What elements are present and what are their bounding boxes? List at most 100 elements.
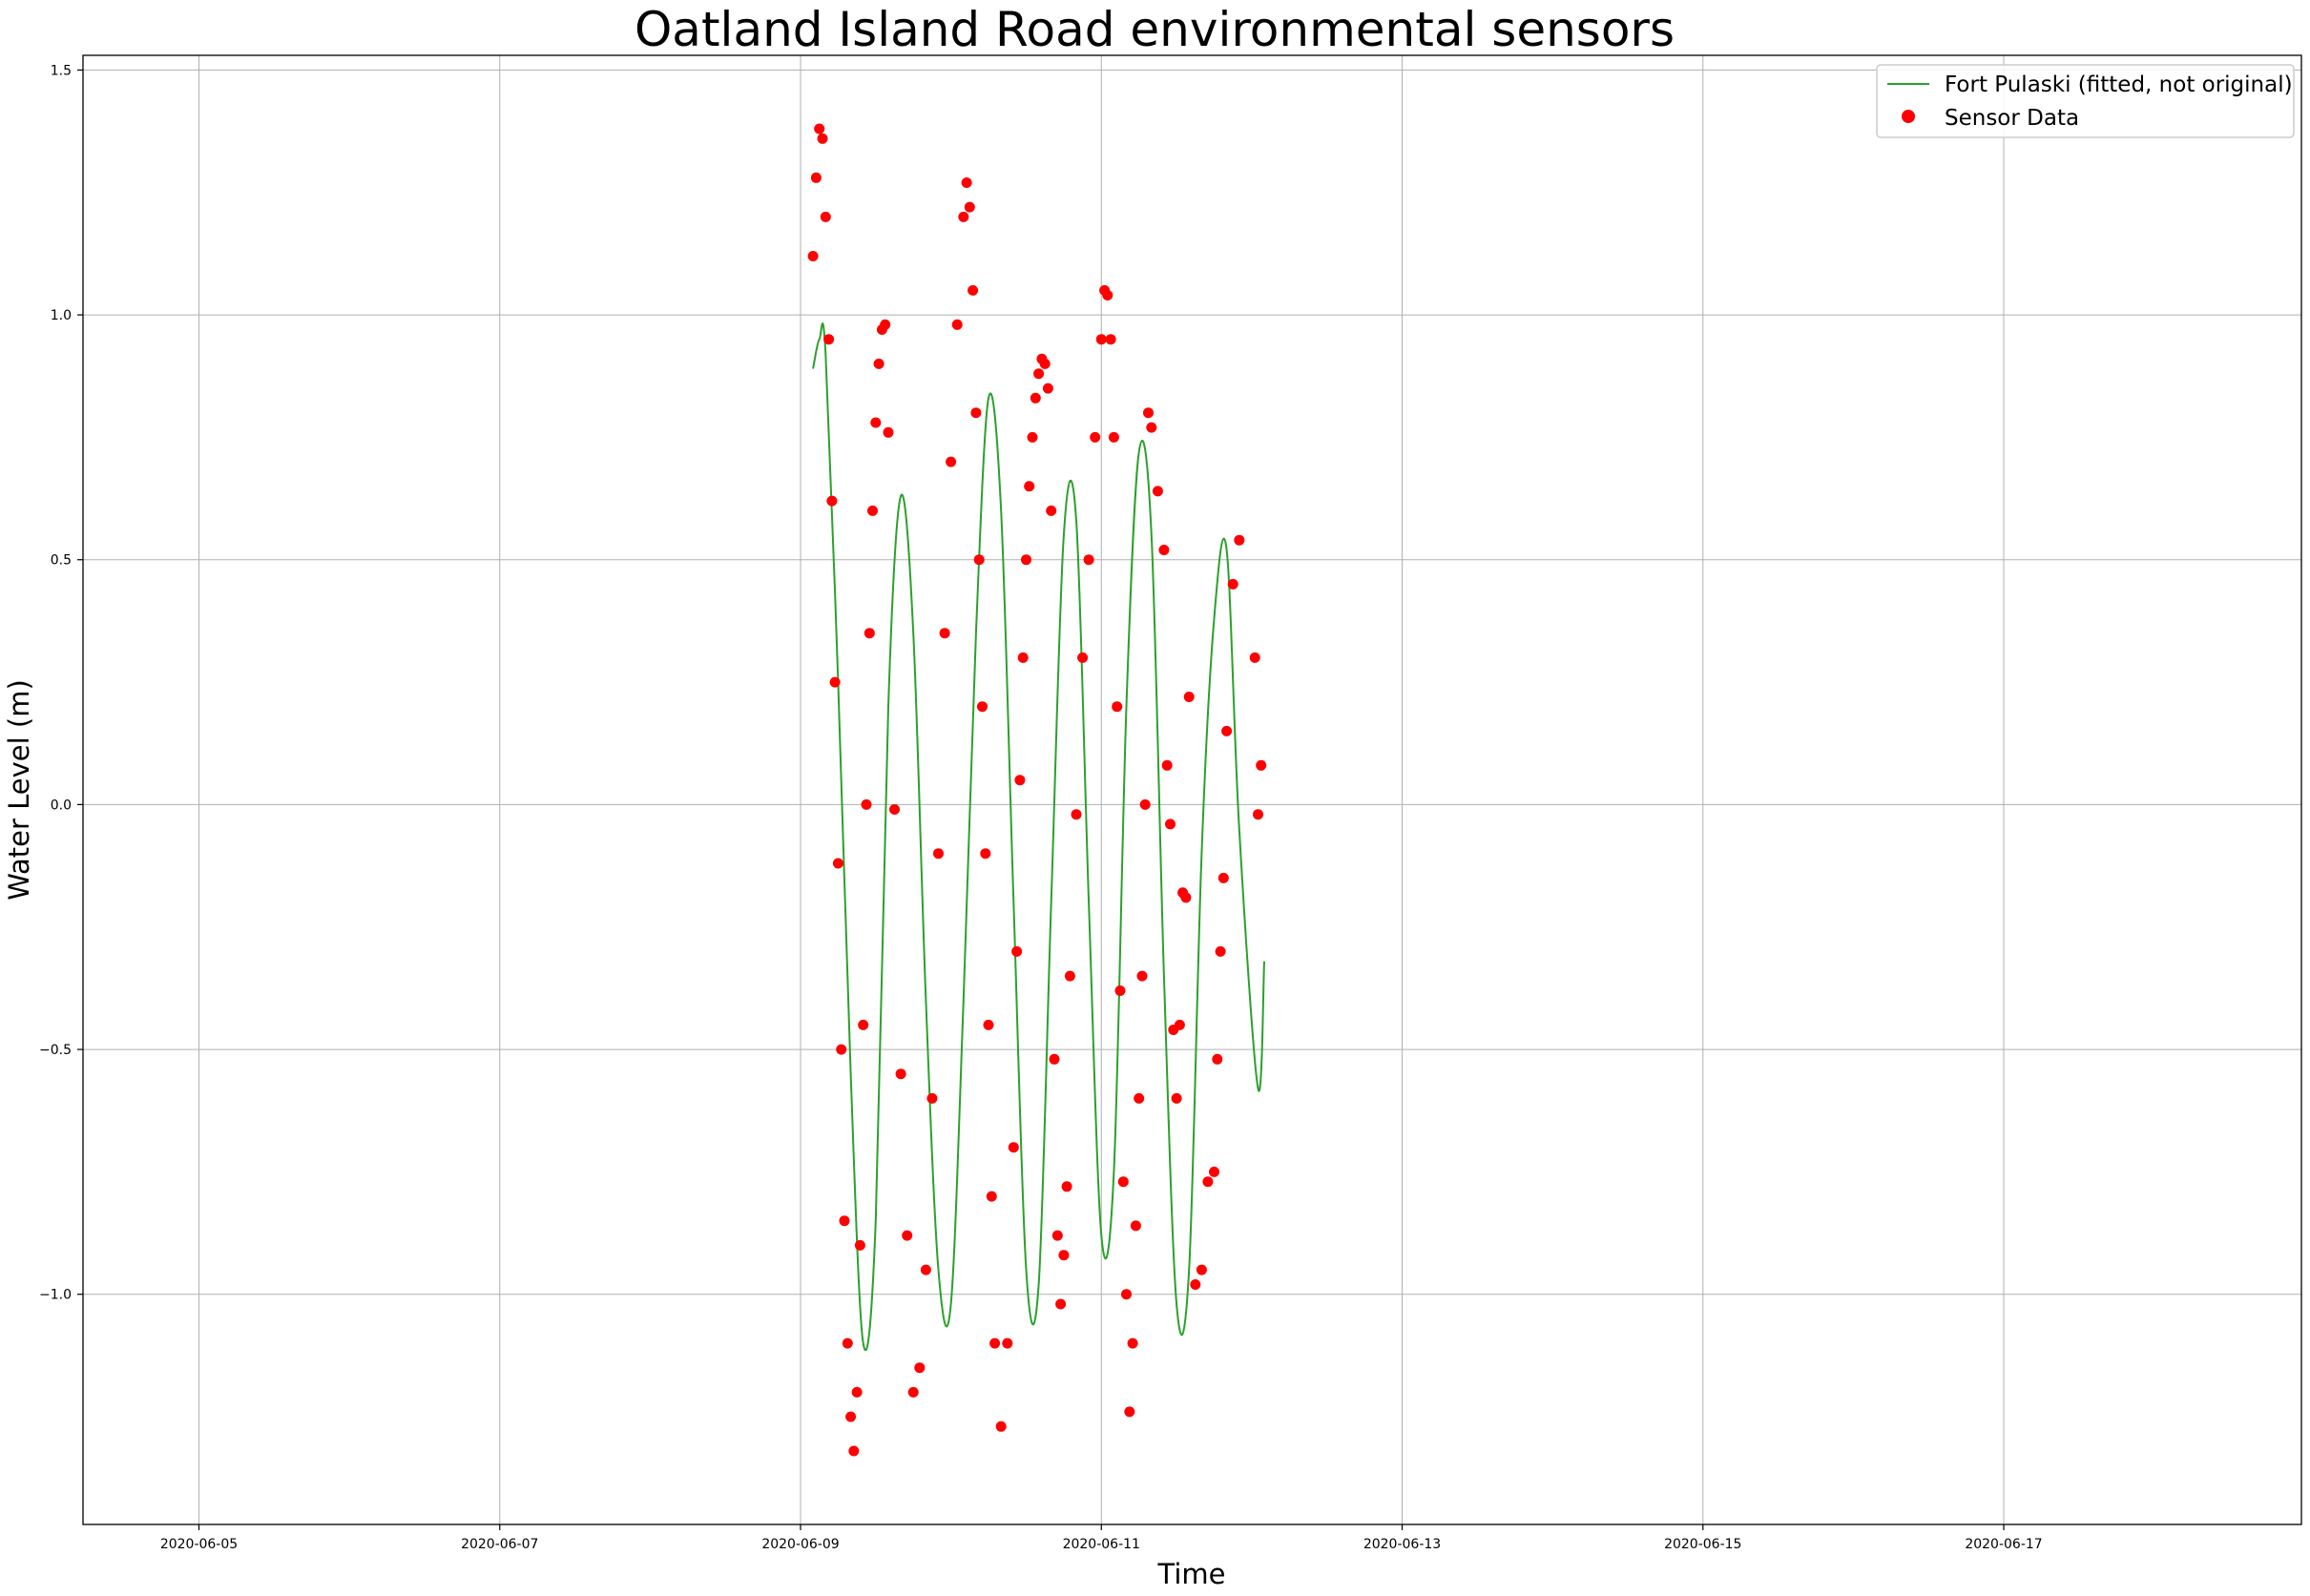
sensor-data-point: [1256, 759, 1267, 771]
sensor-data-point: [958, 211, 969, 222]
sensor-data-point: [1058, 1250, 1070, 1261]
sensor-data-point: [895, 1068, 906, 1080]
sensor-data-point: [1161, 759, 1173, 771]
y-tick-label: −1.0: [39, 1288, 72, 1303]
sensor-data-point: [1114, 985, 1126, 996]
sensor-data-point: [939, 628, 950, 639]
sensor-data-point: [823, 334, 835, 345]
sensor-data-point: [1215, 945, 1226, 957]
sensor-data-point: [1124, 1406, 1135, 1418]
sensor-data-point: [842, 1337, 853, 1349]
fitted-series-line: [812, 322, 1265, 1352]
sensor-data-point: [829, 676, 841, 688]
sensor-data-point: [880, 319, 891, 330]
y-tick-label: 0.5: [51, 553, 72, 569]
sensor-data-point: [1139, 798, 1151, 810]
sensor-data-point: [1130, 1220, 1141, 1232]
sensor-data-point: [845, 1411, 857, 1422]
sensor-data-point: [1152, 486, 1163, 497]
sensor-data-point: [995, 1420, 1007, 1432]
sensor-data-point: [1117, 1176, 1129, 1188]
sensor-points-layer: [807, 123, 1267, 1457]
sensor-data-point: [1249, 652, 1260, 663]
sensor-data-point: [867, 505, 878, 516]
sensor-data-point: [1121, 1289, 1132, 1300]
x-tick-label: 2020-06-09: [761, 1537, 839, 1552]
sensor-data-point: [1143, 407, 1154, 419]
y-tick-label: −0.5: [39, 1043, 72, 1058]
sensor-data-point: [820, 211, 831, 222]
sensor-data-point: [1042, 383, 1053, 394]
sensor-data-point: [1064, 970, 1075, 982]
sensor-data-point: [1027, 431, 1038, 443]
sensor-data-point: [832, 858, 843, 869]
sensor-data-point: [814, 123, 825, 135]
sensor-data-point: [839, 1215, 850, 1227]
sensor-data-point: [836, 1044, 847, 1055]
sensor-data-point: [1008, 1142, 1019, 1153]
sensor-data-point: [1146, 422, 1157, 433]
chart-title: Oatland Island Road environmental sensor…: [635, 2, 1675, 57]
tick-layer: 2020-06-05 2020-06-07 2020-06-09 2020-06-11…: [39, 63, 2043, 1552]
sensor-data-point: [907, 1386, 919, 1398]
sensor-data-point: [989, 1337, 1001, 1349]
sensor-data-point: [864, 628, 875, 639]
sensor-data-point: [1165, 819, 1176, 830]
sensor-data-point: [1171, 1092, 1182, 1104]
x-tick-label: 2020-06-11: [1063, 1537, 1140, 1552]
sensor-data-point: [1112, 701, 1123, 713]
sensor-data-point: [986, 1191, 997, 1202]
sensor-data-point: [1049, 1053, 1060, 1065]
grid-layer: [83, 55, 2301, 1524]
sensor-data-point: [817, 133, 828, 144]
sensor-data-point: [1136, 970, 1148, 982]
sensor-data-point: [977, 701, 988, 713]
x-tick-label: 2020-06-05: [160, 1537, 238, 1552]
sensor-data-point: [1002, 1337, 1013, 1349]
x-axis-label: Time: [1157, 1558, 1226, 1590]
sensor-data-point: [848, 1445, 860, 1457]
sensor-data-point: [1134, 1092, 1145, 1104]
sensor-data-point: [1051, 1230, 1063, 1241]
sensor-data-point: [851, 1386, 863, 1398]
sensor-data-point: [1077, 652, 1089, 663]
sensor-data-point: [861, 798, 872, 810]
sensor-data-point: [1071, 809, 1082, 820]
sensor-data-point: [1017, 652, 1029, 663]
fitted-line-layer: [812, 322, 1265, 1352]
legend-scatter-swatch: [1902, 110, 1915, 123]
sensor-data-point: [914, 1362, 926, 1374]
sensor-data-point: [961, 177, 972, 188]
sensor-data-point: [807, 251, 819, 261]
sensor-data-point: [1183, 692, 1195, 702]
x-tick-label: 2020-06-07: [461, 1537, 538, 1552]
sensor-data-point: [1212, 1053, 1223, 1065]
y-tick-label: 0.0: [51, 798, 72, 813]
sensor-data-point: [1024, 481, 1035, 492]
sensor-data-point: [964, 201, 975, 213]
sensor-data-point: [1190, 1279, 1201, 1290]
sensor-data-point: [1046, 505, 1057, 516]
sensor-data-point: [970, 407, 982, 419]
sensor-data-point: [810, 172, 822, 183]
sensor-data-point: [1227, 578, 1238, 590]
sensor-data-point: [858, 1019, 869, 1030]
x-tick-label: 2020-06-17: [1965, 1537, 2042, 1552]
sensor-data-point: [920, 1264, 931, 1275]
sensor-data-point: [980, 848, 991, 860]
sensor-data-point: [968, 284, 979, 296]
sensor-data-point: [1108, 431, 1119, 443]
sensor-data-point: [1127, 1337, 1138, 1349]
sensor-data-point: [1102, 290, 1113, 301]
sensor-data-point: [1021, 554, 1031, 566]
x-tick-label: 2020-06-13: [1363, 1537, 1441, 1552]
sensor-data-point: [1202, 1176, 1214, 1188]
sensor-data-point: [870, 417, 882, 428]
y-tick-label: 1.5: [51, 63, 72, 78]
sensor-data-point: [1180, 892, 1192, 903]
sensor-data-point: [1209, 1166, 1219, 1177]
sensor-data-point: [1011, 945, 1023, 957]
sensor-data-point: [1253, 809, 1263, 820]
sensor-data-point: [983, 1019, 994, 1030]
